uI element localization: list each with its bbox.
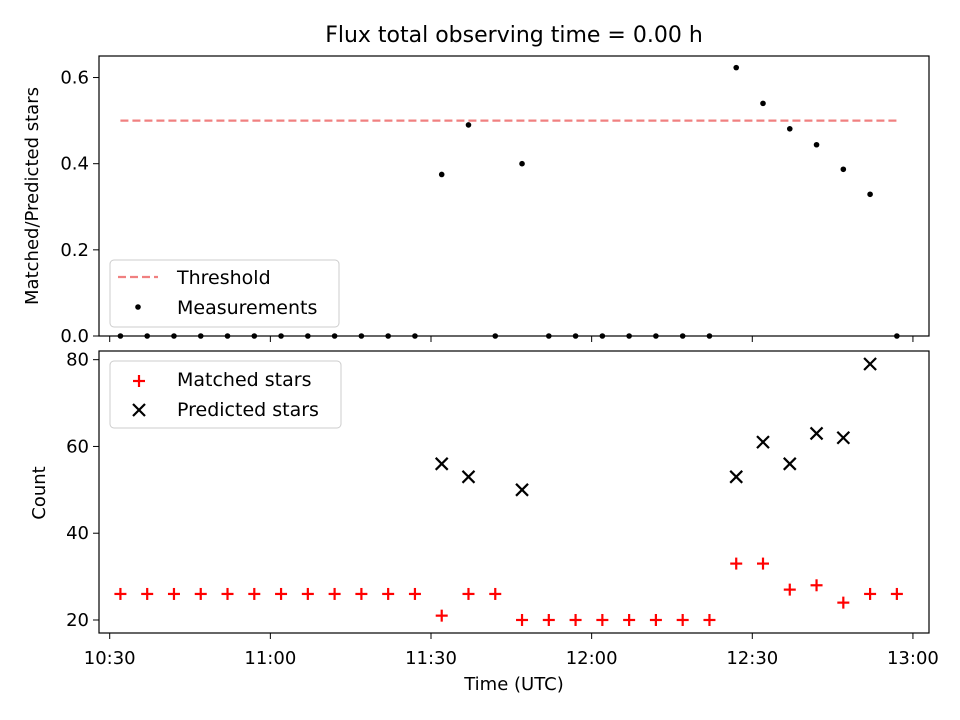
matched-star-point (864, 587, 877, 600)
matched-star-point (890, 587, 903, 600)
x-tick-label: 12:30 (726, 648, 778, 669)
cross-b (461, 470, 476, 484)
bottom-y-tick-label: 60 (66, 436, 89, 457)
cross-b (782, 457, 797, 471)
x-tick-label: 11:00 (244, 648, 296, 669)
matched-star-point (730, 557, 743, 570)
matched-star-point (462, 587, 475, 600)
matched-star-point (757, 557, 769, 570)
matched-star-point (408, 587, 421, 600)
bottom-y-tick-label: 20 (66, 610, 89, 631)
cross-b (809, 426, 824, 441)
matched-star-point (248, 587, 261, 600)
measurement-point (733, 64, 740, 71)
bottom-axes-frame (98, 350, 930, 634)
measurement-point (867, 191, 873, 198)
measurement-point (760, 100, 766, 107)
measurements-legend-marker (135, 304, 141, 310)
top-y-tick-label: 0.0 (60, 326, 89, 347)
matched-star-point (542, 613, 555, 626)
chart-title: Flux total observing time = 0.00 h (325, 23, 703, 48)
matched-star-point (489, 587, 502, 600)
cross-b (756, 435, 770, 449)
measurement-point (465, 122, 472, 128)
matched-star-point (623, 613, 636, 626)
matched-star-point (355, 587, 368, 600)
x-tick-label: 11:30 (405, 648, 457, 669)
top-axes-frame (98, 55, 930, 337)
predicted-star-point (756, 435, 770, 449)
predicted-star-point (434, 457, 449, 471)
top-y-axis-label: Matched/Predicted stars (22, 87, 43, 305)
cross-b (132, 403, 146, 417)
matched-star-point (301, 587, 314, 600)
predicted-star-point (515, 483, 529, 497)
bottom-y-tick-label: 80 (66, 350, 89, 371)
cross-b (515, 483, 529, 497)
matched-star-point (141, 587, 154, 600)
top-y-tick-label: 0.2 (60, 240, 89, 261)
measurement-point (840, 166, 847, 173)
matched-star-point (783, 583, 796, 596)
matched-star-point (328, 587, 341, 600)
measurement-point (786, 126, 793, 132)
threshold-legend-label: Threshold (176, 267, 271, 289)
predicted-star-point (863, 357, 877, 371)
predicted-star-point (836, 430, 851, 445)
matched-star-point (810, 579, 823, 592)
x-axis-label: Time (UTC) (463, 674, 564, 695)
matched-star-point (569, 613, 582, 626)
matched-star-point (167, 587, 180, 600)
matched-star-point (221, 587, 234, 600)
top-y-tick-label: 0.4 (60, 154, 89, 175)
predicted-legend-label: Predicted stars (177, 399, 319, 421)
matched-legend-marker (133, 375, 145, 387)
matched-star-point (516, 613, 529, 626)
x-tick-label: 13:00 (887, 648, 939, 669)
measurement-point (438, 171, 445, 178)
cross-b (863, 357, 877, 371)
matched-star-point (382, 587, 395, 600)
matched-star-point (837, 596, 850, 609)
top-y-tick-label: 0.6 (60, 68, 89, 89)
matched-star-point (275, 587, 288, 600)
matched-star-point (194, 587, 207, 600)
measurement-point (813, 141, 820, 148)
predicted-star-point (461, 470, 476, 484)
bottom-y-tick-label: 40 (66, 523, 89, 544)
measurements-legend-label: Measurements (177, 297, 317, 319)
measurement-point (519, 160, 525, 167)
bottom-y-axis-label: Count (29, 466, 50, 519)
top-legend-box (109, 259, 340, 328)
top-plot-area: 0.0 0.2 0.4 0.6 Threshold Measurements (60, 55, 930, 347)
matched-star-point (596, 613, 609, 626)
matched-star-point (676, 613, 689, 626)
x-tick-label: 10:30 (84, 648, 136, 669)
matched-star-point (649, 613, 662, 626)
bottom-legend: Matched stars Predicted stars (109, 360, 342, 429)
cross-b (729, 470, 744, 484)
matched-star-point (114, 587, 127, 600)
bottom-plot-area: 20 40 60 80 10:30 11:00 11:30 12:00 12:30 13:00 Ma… (66, 350, 939, 669)
predicted-star-point (729, 470, 744, 484)
x-tick-label: 12:00 (566, 648, 618, 669)
matched-star-point (703, 613, 716, 626)
cross-b (434, 457, 449, 471)
top-legend: Threshold Measurements (109, 259, 340, 328)
bottom-legend-box (109, 360, 342, 429)
cross-b (836, 430, 851, 445)
predicted-star-point (782, 457, 797, 471)
matched-star-point (435, 609, 448, 622)
predicted-legend-marker (132, 403, 146, 417)
predicted-star-point (809, 426, 824, 441)
matched-legend-label: Matched stars (177, 369, 311, 391)
